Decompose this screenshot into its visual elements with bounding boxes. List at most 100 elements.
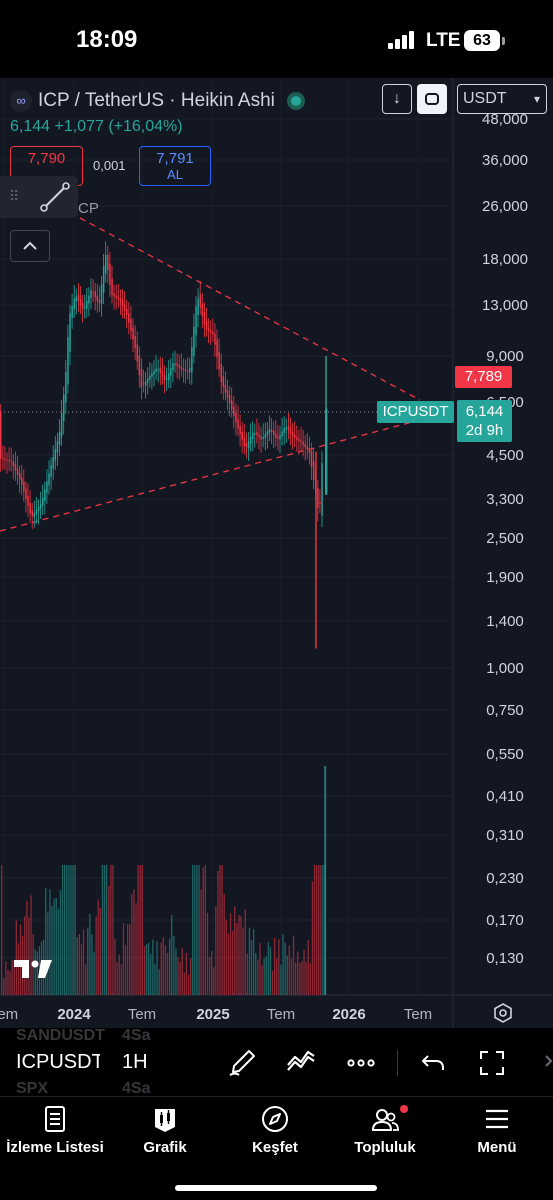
candle-body — [37, 507, 40, 512]
candle-body — [168, 373, 170, 381]
candle-body — [63, 394, 65, 421]
volume-bar — [253, 928, 255, 995]
volume-bar — [179, 961, 181, 995]
candle-body — [81, 303, 84, 310]
symbol-search-button[interactable]: ICPUSDT — [16, 1051, 100, 1073]
candle-body — [149, 375, 151, 380]
candle-body — [88, 295, 90, 304]
interval-button[interactable]: 1H — [122, 1051, 148, 1073]
chart-settings-icon[interactable] — [492, 1002, 514, 1024]
volume-bar — [53, 898, 55, 995]
tab-explore[interactable]: Keşfet — [220, 1097, 330, 1167]
symbol-title[interactable]: ICP / TetherUS · Heikin Ashi — [38, 90, 275, 111]
drag-handle-icon[interactable]: ⠿ — [9, 188, 20, 204]
drawing-float-toolbar[interactable]: ⠿ — [0, 176, 78, 218]
volume-bar — [1, 865, 3, 995]
candle-body — [285, 427, 288, 430]
tab-watchlist[interactable]: İzleme Listesi — [0, 1097, 110, 1167]
buy-button[interactable]: 7,791 AL — [139, 146, 211, 186]
candle-body — [111, 278, 113, 296]
volume-bar — [215, 906, 217, 995]
volume-bar — [263, 958, 265, 995]
price-tick-label: 48,000 — [482, 111, 528, 128]
volume-bar — [232, 931, 234, 995]
candle-body — [0, 411, 2, 459]
tradingview-logo-icon[interactable] — [14, 958, 54, 980]
volume-bar — [51, 906, 53, 995]
more-options-icon[interactable] — [346, 1048, 376, 1078]
candle-body — [241, 431, 243, 441]
candle-body — [207, 328, 210, 331]
volume-bar — [238, 915, 240, 995]
candle-body — [6, 459, 8, 461]
volume-bar — [131, 893, 133, 995]
time-tick-label: Tem — [267, 1006, 295, 1023]
volume-bar — [91, 934, 93, 995]
collapse-legend-button[interactable] — [10, 230, 50, 262]
volume-bar — [240, 916, 242, 995]
candle-body — [291, 432, 294, 437]
price-tick-label: 0,130 — [486, 950, 524, 967]
price-chart[interactable]: 48,00036,00026,00018,00013,0009,0006,500… — [0, 78, 553, 1028]
high-price-marker: 7,789 — [455, 366, 512, 388]
candle-body — [71, 305, 73, 318]
redo-icon[interactable] — [538, 1048, 553, 1078]
reload-icon — [425, 93, 439, 105]
ghost-value: 4Sa — [122, 1080, 151, 1096]
price-tick-label: 13,000 — [482, 297, 528, 314]
candle-body — [157, 369, 159, 371]
currency-select[interactable]: USDT ▾ — [457, 84, 547, 114]
notification-badge — [400, 1105, 408, 1113]
volume-bar — [284, 942, 286, 995]
volume-bar — [278, 939, 280, 995]
tab-chart[interactable]: Grafik — [110, 1097, 220, 1167]
volume-bar — [26, 900, 28, 995]
symbol-header[interactable]: ∞ ICP / TetherUS · Heikin Ashi — [10, 88, 305, 114]
volume-bar — [124, 944, 127, 995]
candle-body — [138, 355, 141, 376]
volume-bar — [72, 865, 74, 995]
volume-bar — [175, 948, 177, 995]
volume-bar — [324, 766, 327, 995]
volume-bar — [13, 959, 15, 995]
trend-line-tool-icon[interactable] — [38, 180, 72, 214]
indicators-icon[interactable] — [286, 1048, 316, 1078]
brush-icon[interactable] — [227, 1048, 257, 1078]
volume-bar — [297, 951, 299, 995]
volume-bar — [68, 865, 70, 995]
chart-area[interactable]: 48,00036,00026,00018,00013,0009,0006,500… — [0, 78, 553, 1028]
volume-bar — [194, 865, 196, 995]
volume-bar — [87, 927, 89, 995]
candle-body — [226, 390, 229, 398]
volume-bar — [290, 958, 293, 995]
candle-body — [100, 284, 103, 304]
download-button[interactable]: ↓ — [382, 84, 412, 114]
fullscreen-toggle-button[interactable] — [417, 84, 447, 114]
price-tick-label: 0,230 — [486, 870, 524, 887]
time-axis: Tem 2024 Tem 2025 Tem 2026 Tem — [0, 1006, 432, 1023]
price-tick-label: 0,550 — [486, 746, 524, 763]
candle-body — [165, 378, 168, 380]
candle-body — [197, 298, 199, 316]
price-tick-label: 2,500 — [486, 530, 524, 547]
undo-icon[interactable] — [418, 1048, 448, 1078]
candle-body — [56, 441, 59, 453]
candle-body — [172, 363, 174, 371]
candle-body — [84, 306, 86, 308]
volume-bar — [148, 942, 150, 995]
price-tick-label: 36,000 — [482, 152, 528, 169]
candle-body — [144, 381, 147, 386]
candle-body — [142, 382, 145, 385]
candle-body — [161, 371, 164, 377]
tab-menu[interactable]: Menü — [442, 1097, 552, 1167]
volume-bar — [292, 935, 295, 995]
status-time: 18:09 — [76, 26, 138, 53]
candle-body — [201, 303, 204, 317]
fullscreen-icon[interactable] — [477, 1048, 507, 1078]
volume-bar — [47, 911, 49, 995]
chart-icon — [155, 1109, 175, 1132]
tab-community[interactable]: Topluluk — [330, 1097, 440, 1167]
volume-bar — [185, 952, 188, 995]
volume-bar — [171, 915, 173, 995]
market-open-icon — [286, 92, 305, 110]
